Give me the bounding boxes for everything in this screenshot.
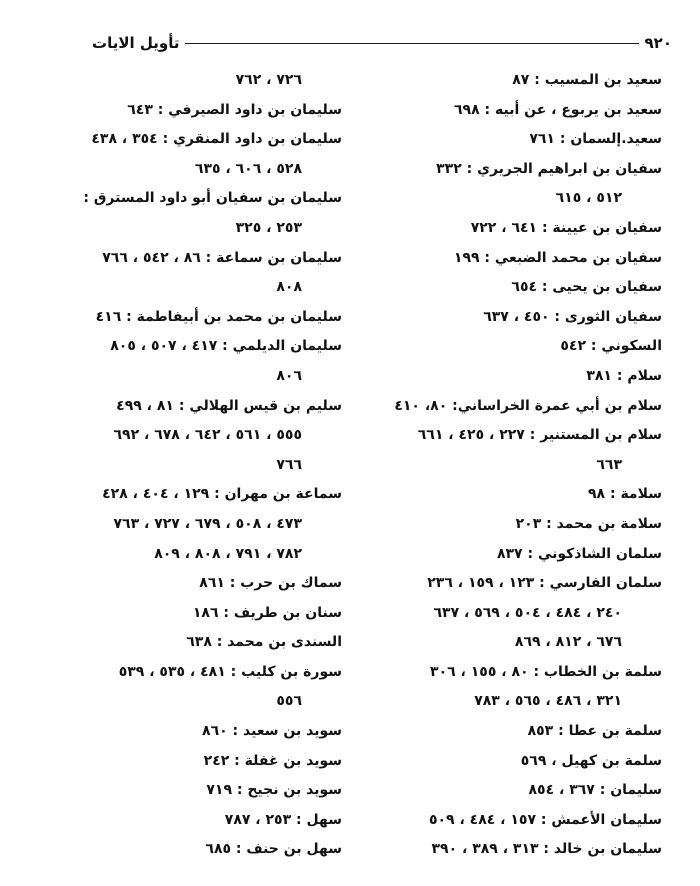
index-entry: سفيان الثورى : ٤٥٠ ، ٦٣٧ (483, 308, 662, 325)
index-entry: سنان بن طريف : ١٨٦ (192, 604, 342, 621)
index-entry-continuation: ٧٨٢ ، ٧٩١ ، ٨٠٨ ، ٨٠٩ (154, 545, 302, 562)
index-entry: سلمان الفارسي : ١٢٣ ، ١٥٩ ، ٢٣٦ (427, 575, 662, 592)
index-entry-continuation: ٤٧٣ ، ٥٠٨ ، ٦٧٩ ، ٧٢٧ ، ٧٦٣ (113, 515, 302, 532)
header-rule (185, 42, 639, 44)
index-entry: سماك بن حرب : ٨٦١ (199, 575, 342, 592)
index-entry: سلمة بن عطا : ٨٥٣ (527, 723, 662, 740)
index-entry: سلمة بن الخطاب : ٨٠ ، ١٥٥ ، ٣٠٦ (430, 663, 662, 680)
index-entry: سفيان بن يحيى : ٦٥٤ (511, 279, 662, 296)
page-number: ٩٢٠ (644, 34, 672, 52)
index-entry: سلام : ٣٨١ (586, 367, 662, 384)
index-entry: سلمة بن كهيل ، ٥٦٩ (520, 752, 662, 769)
index-entry: سليمان بن داود الصيرفي : ٦٤٣ (127, 101, 342, 118)
running-header: ٩٢٠ تأويل الايات (92, 28, 672, 58)
book-title: تأويل الايات (92, 34, 180, 52)
index-entry: سويد بن سعيد : ٨٦٠ (202, 723, 342, 740)
index-entry-continuation: ٥٥٦ (276, 693, 302, 710)
index-entry: سهل بن حنف : ٦٨٥ (205, 841, 342, 858)
index-entry: سويد بن نجيح : ٧١٩ (206, 782, 342, 799)
index-entry-continuation: ٨٠٨ (276, 279, 302, 296)
index-entry: سليمان بن خالد : ٣١٣ ، ٣٨٩ ، ٣٩٠ (431, 841, 662, 858)
index-entry: سليمان الأعمش : ١٥٧ ، ٤٨٤ ، ٥٠٩ (428, 811, 662, 828)
index-entry: سليمان : ٣٦٧ ، ٨٥٤ (528, 782, 663, 799)
index-entry: سهل : ٢٥٣ ، ٧٨٧ (224, 811, 342, 828)
index-entry: سفيان بن عيينة : ٦٤١ ، ٧٢٢ (470, 219, 662, 236)
index-entry-continuation: ٢٥٣ ، ٣٢٥ (235, 219, 302, 236)
index-entry: سلامة بن محمد : ٢٠٣ (515, 515, 662, 532)
index-entry: سفيان بن محمد الضبعي : ١٩٩ (453, 249, 662, 266)
index-entry-continuation: ٨٠٦ (276, 367, 302, 384)
index-column-right: سعيد بن المسيب : ٨٧ سعيد بن يربوع ، عن أب… (342, 66, 662, 865)
index-entry: سورة بن كليب : ٤٨١ ، ٥٣٥ ، ٥٣٩ (118, 663, 342, 680)
index-entry: سعيد.إلسمان : ٧٦١ (529, 131, 662, 148)
index-entry: سليمان الديلمي : ٤١٧ ، ٥٠٧ ، ٨٠٥ (110, 338, 342, 355)
index-entry: سليمان بن محمد بن أبيفاطمة : ٤١٦ (95, 308, 342, 325)
index-entry-continuation: ٧٦٦ (276, 456, 302, 473)
index-entry-continuation: ٥٢٨ ، ٦٠٦ ، ٦٣٥ (194, 160, 302, 177)
index-entry: سليم بن قيس الهلالي : ٨١ ، ٤٩٩ (116, 397, 342, 414)
index-entry: السندى بن محمد : ٦٣٨ (186, 634, 342, 651)
index-column-left: ٧٢٦ ، ٧٦٢ سليمان بن داود الصيرفي : ٦٤٣ سلي… (22, 66, 342, 865)
index-entry: سليمان بن سفيان أبو داود المسترق : (83, 190, 342, 207)
index-entry: سعيد بن يربوع ، عن أبيه : ٦٩٨ (454, 101, 662, 118)
index-entry-continuation: ٧٢٦ ، ٧٦٢ (235, 72, 302, 88)
index-entry: سماعة بن مهران : ١٢٩ ، ٤٠٤ ، ٤٢٨ (102, 486, 342, 503)
index-entry-continuation: ٥١٢ ، ٦١٥ (555, 190, 622, 207)
index-entry: سلامة : ٩٨ (588, 486, 662, 503)
index-entry: سليمان بن داود المنقري : ٣٥٤ ، ٤٣٨ (91, 131, 342, 148)
index-entry: سليمان بن سماعة : ٨٦ ، ٥٤٢ ، ٧٦٦ (102, 249, 342, 266)
index-entry: سلام بن المستنير : ٢٢٧ ، ٤٢٥ ، ٦٦١ (417, 427, 662, 444)
index-entry: سلمان الشاذكوني : ٨٣٧ (496, 545, 662, 562)
index-entry-continuation: ٦٦٣ (596, 456, 622, 473)
index-entry: سويد بن غفلة : ٢٤٢ (203, 752, 342, 769)
index-entry-continuation: ٦٧٦ ، ٨١٢ ، ٨٦٩ (514, 634, 622, 651)
index-entry-continuation: ٥٥٥ ، ٥٦١ ، ٦٤٢ ، ٦٧٨ ، ٦٩٢ (113, 427, 302, 444)
index-entry: سفيان بن ابراهيم الجريري : ٣٣٢ (436, 160, 662, 177)
index-entry: سلام بن أبي عمرة الخراساني: ٨٠، ٤١٠ (394, 397, 662, 414)
index-entry: السكوني : ٥٤٢ (560, 338, 662, 355)
index-entry: سعيد بن المسيب : ٨٧ (512, 72, 662, 88)
index-entry-continuation: ٣٢١ ، ٤٨٦ ، ٥٦٥ ، ٧٨٣ (474, 693, 622, 710)
index-entry-continuation: ٢٤٠ ، ٤٨٤ ، ٥٠٤ ، ٥٦٩ ، ٦٣٧ (433, 604, 622, 621)
